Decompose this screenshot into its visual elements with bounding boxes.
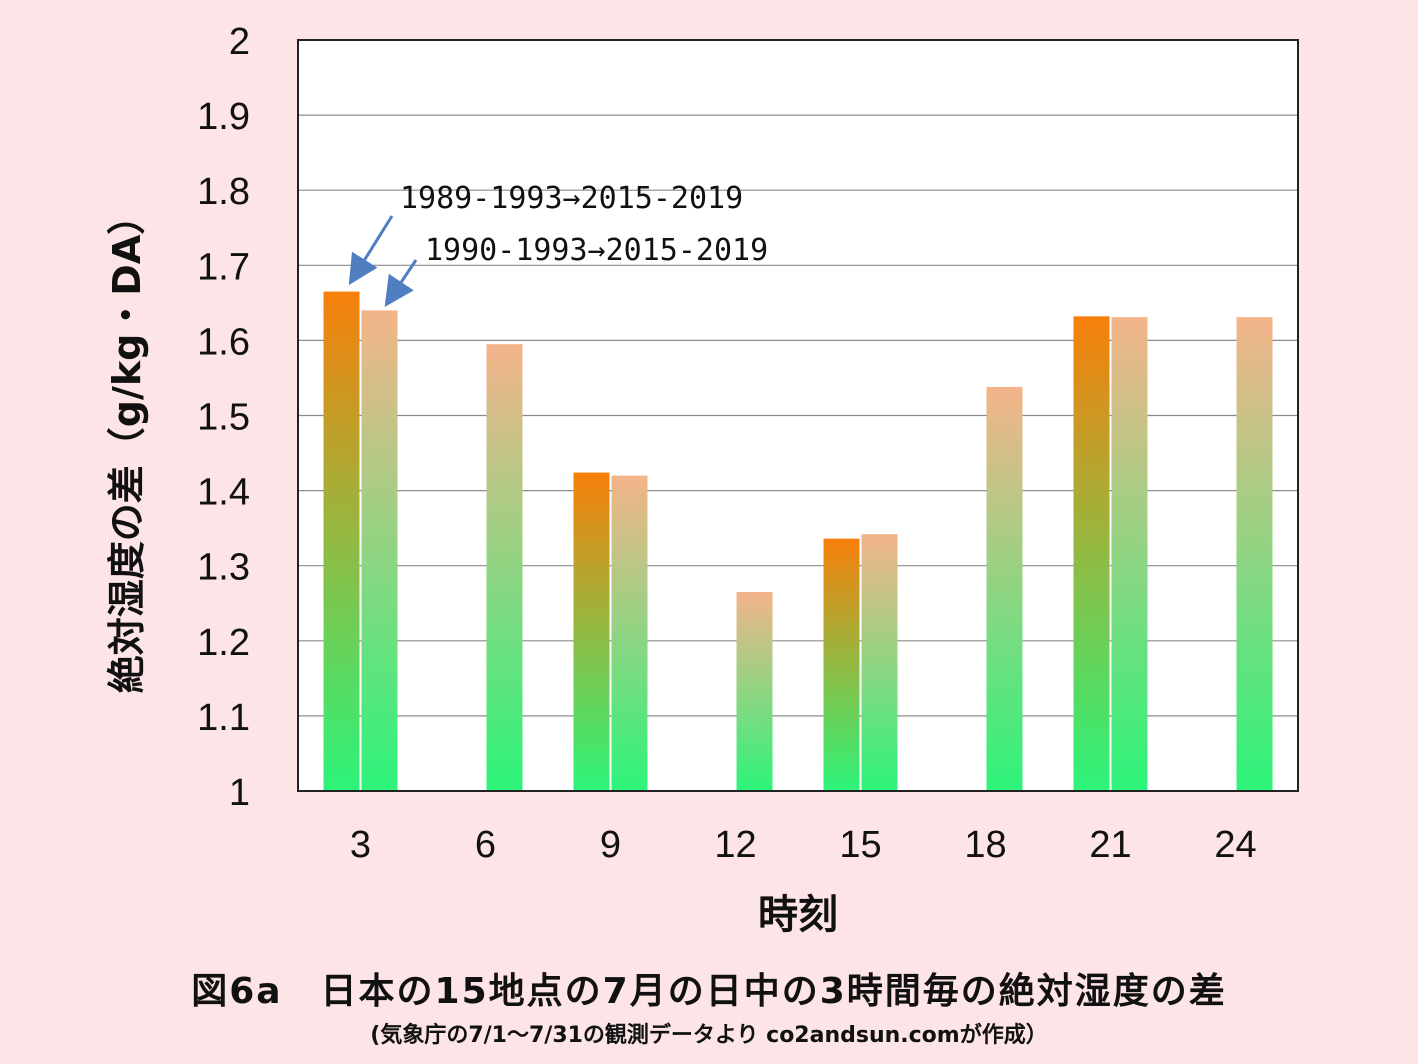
y-tick-label: 1.6	[197, 321, 250, 363]
y-axis-title: 絶対湿度の差（g/kg・DA）	[105, 197, 149, 694]
figure-caption: 図6a 日本の15地点の7月の日中の3時間毎の絶対湿度の差	[191, 971, 1227, 1012]
y-tick-label: 2	[229, 21, 250, 63]
x-tick-label: 24	[1214, 824, 1256, 866]
bar-2-9	[611, 475, 648, 791]
bar-2-3	[361, 310, 398, 791]
bar-1-15	[823, 538, 860, 791]
bar-1-9	[573, 472, 610, 791]
y-tick-label: 1.1	[197, 697, 250, 739]
annotation-arrow-2	[384, 259, 418, 307]
x-tick-label: 9	[600, 824, 621, 866]
bar-2-24	[1236, 317, 1273, 791]
annotation-arrow-1	[348, 215, 394, 286]
bar-2-6	[486, 344, 523, 791]
y-tick-label: 1.2	[197, 622, 250, 664]
y-tick-label: 1.4	[197, 472, 250, 514]
x-tick-label: 18	[964, 824, 1006, 866]
x-axis-title: 時刻	[758, 892, 838, 938]
bar-2-18	[986, 386, 1023, 791]
x-tick-label: 21	[1089, 824, 1131, 866]
y-tick-label: 1.3	[197, 547, 250, 589]
figure-source-note: (気象庁の7/1～7/31の観測データより co2andsun.comが作成）	[370, 1023, 1048, 1048]
bar-2-12	[736, 591, 773, 791]
annotation-label-1: 1989-1993→2015-2019	[400, 181, 743, 216]
y-tick-label: 1.5	[197, 397, 250, 439]
y-tick-label: 1.9	[197, 96, 250, 138]
y-tick-label: 1	[229, 772, 250, 814]
plot-frame	[297, 39, 1299, 792]
y-tick-label: 1.7	[197, 246, 250, 288]
bar-2-21	[1111, 317, 1148, 791]
bar-1-21	[1073, 316, 1110, 791]
x-tick-label: 12	[714, 824, 756, 866]
chart-svg: 1 1.1 1.2 1.3 1.4 1.5 1.6 1.7 1.8 1.9 2 3 6 9 12 15 18 21…	[105, 21, 1299, 938]
y-tick-label: 1.8	[197, 171, 250, 213]
annotation-label-2: 1990-1993→2015-2019	[425, 233, 768, 268]
x-tick-label: 3	[350, 824, 371, 866]
x-tick-label: 15	[839, 824, 881, 866]
x-tick-label: 6	[475, 824, 496, 866]
bar-2-15	[861, 534, 898, 791]
bar-1-3	[323, 291, 360, 791]
